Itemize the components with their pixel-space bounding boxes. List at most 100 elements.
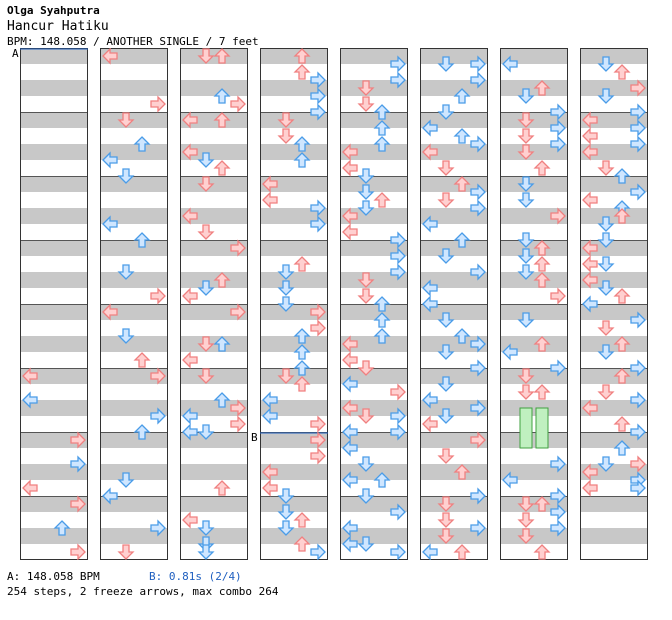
arrow-left bbox=[22, 479, 38, 497]
arrow-left bbox=[582, 271, 598, 289]
arrow-down bbox=[597, 344, 615, 360]
chart-column-svg bbox=[420, 48, 488, 560]
beat-stripe bbox=[100, 432, 168, 448]
arrow-down bbox=[117, 168, 135, 184]
arrow-down bbox=[277, 504, 295, 520]
beat-stripe bbox=[260, 496, 328, 512]
arrow-left bbox=[182, 111, 198, 129]
arrow-right bbox=[150, 519, 166, 537]
footer-info: A: 148.058 BPM B: 0.81s (2/4) bbox=[7, 570, 242, 583]
arrow-up bbox=[613, 368, 631, 384]
arrow-up bbox=[533, 272, 551, 288]
column-border bbox=[580, 48, 648, 560]
arrow-left bbox=[342, 335, 358, 353]
arrow-up bbox=[293, 328, 311, 344]
arrow-down bbox=[517, 176, 535, 192]
beat-stripe bbox=[180, 400, 248, 416]
chart-column-svg bbox=[580, 48, 648, 560]
marker-a: A bbox=[12, 47, 19, 60]
beat-stripe bbox=[580, 432, 648, 448]
arrow-up bbox=[373, 136, 391, 152]
arrow-up bbox=[373, 472, 391, 488]
beat-stripe bbox=[420, 432, 488, 448]
arrow-down bbox=[517, 128, 535, 144]
beat-stripe bbox=[420, 240, 488, 256]
beat-stripe bbox=[20, 336, 88, 352]
arrow-left bbox=[502, 471, 518, 489]
beat-stripe bbox=[500, 432, 568, 448]
beat-stripe bbox=[260, 48, 328, 64]
arrow-down bbox=[117, 328, 135, 344]
beat-stripe bbox=[580, 272, 648, 288]
arrow-up bbox=[133, 136, 151, 152]
arrow-down bbox=[437, 192, 455, 208]
arrow-right bbox=[70, 455, 86, 473]
arrow-down bbox=[197, 336, 215, 352]
arrow-down bbox=[197, 176, 215, 192]
beat-stripe bbox=[180, 336, 248, 352]
arrow-left bbox=[422, 415, 438, 433]
beat-stripe bbox=[420, 464, 488, 480]
arrow-down bbox=[597, 384, 615, 400]
arrow-right bbox=[70, 495, 86, 513]
arrow-left bbox=[182, 511, 198, 529]
arrow-down bbox=[437, 408, 455, 424]
arrow-left bbox=[182, 351, 198, 369]
beat-stripe bbox=[340, 48, 408, 64]
arrow-down bbox=[517, 368, 535, 384]
arrow-up bbox=[213, 112, 231, 128]
arrow-down bbox=[517, 512, 535, 528]
beat-stripe bbox=[260, 144, 328, 160]
arrow-left bbox=[102, 215, 118, 233]
beat-stripe bbox=[580, 496, 648, 512]
beat-stripe bbox=[500, 208, 568, 224]
arrow-down bbox=[357, 168, 375, 184]
beat-stripe bbox=[580, 176, 648, 192]
beat-stripe bbox=[580, 304, 648, 320]
arrow-right bbox=[390, 383, 406, 401]
arrow-up bbox=[453, 88, 471, 104]
arrow-down bbox=[357, 184, 375, 200]
arrow-right bbox=[630, 359, 646, 377]
arrow-right bbox=[310, 215, 326, 233]
arrow-down bbox=[277, 264, 295, 280]
arrow-up bbox=[453, 232, 471, 248]
arrow-right bbox=[630, 479, 646, 497]
beat-stripe bbox=[260, 112, 328, 128]
arrow-down bbox=[277, 112, 295, 128]
beat-stripe bbox=[20, 272, 88, 288]
arrow-right bbox=[390, 55, 406, 73]
arrow-right bbox=[150, 407, 166, 425]
arrow-left bbox=[102, 303, 118, 321]
arrow-up bbox=[213, 88, 231, 104]
beat-stripe bbox=[500, 80, 568, 96]
beat-stripe bbox=[580, 144, 648, 160]
beat-stripe bbox=[180, 80, 248, 96]
beat-stripe bbox=[100, 240, 168, 256]
arrow-right bbox=[310, 71, 326, 89]
beat-stripe bbox=[500, 400, 568, 416]
arrow-up bbox=[133, 352, 151, 368]
arrow-left bbox=[582, 479, 598, 497]
arrow-down bbox=[597, 160, 615, 176]
arrow-down bbox=[197, 152, 215, 168]
arrow-left bbox=[582, 111, 598, 129]
arrow-left bbox=[342, 535, 358, 553]
arrow-up bbox=[213, 272, 231, 288]
arrow-right bbox=[470, 431, 486, 449]
arrow-right bbox=[230, 303, 246, 321]
beat-stripe bbox=[340, 208, 408, 224]
beat-stripe bbox=[340, 496, 408, 512]
marker-b: B bbox=[251, 431, 258, 444]
arrow-left bbox=[342, 207, 358, 225]
beat-stripe bbox=[180, 464, 248, 480]
beat-stripe bbox=[340, 80, 408, 96]
arrow-up bbox=[453, 176, 471, 192]
stop-label: B: 0.81s (2/4) bbox=[148, 570, 242, 583]
arrow-down bbox=[277, 520, 295, 536]
freeze-arrow bbox=[519, 407, 533, 449]
arrow-left bbox=[342, 375, 358, 393]
beat-stripe bbox=[580, 336, 648, 352]
arrow-down bbox=[357, 80, 375, 96]
arrow-down bbox=[197, 48, 215, 64]
